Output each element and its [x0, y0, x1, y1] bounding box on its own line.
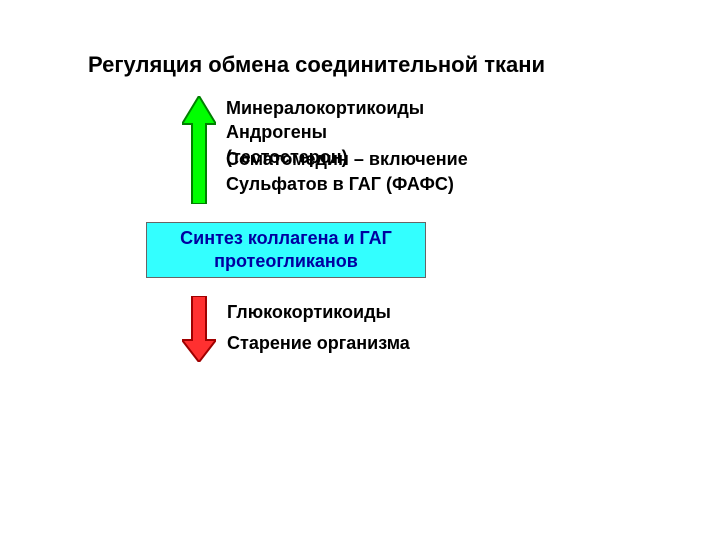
aging-text: Старение организма	[227, 331, 410, 355]
down-arrow-shape	[182, 296, 216, 362]
somatomedin-line: Сульфатов в ГАГ (ФАФС)	[226, 172, 468, 197]
somatomedin-line: Соматомедин – включение	[226, 147, 468, 172]
upregulators-line: Андрогены	[226, 120, 424, 144]
somatomedin-text: Соматомедин – включение Сульфатов в ГАГ …	[226, 147, 468, 197]
upregulators-line: Минералокортикоиды	[226, 96, 424, 120]
glucocorticoids-text: Глюкокортикоиды	[227, 300, 391, 324]
down-arrow-icon	[182, 296, 216, 362]
synthesis-line: протеогликанов	[214, 250, 358, 273]
synthesis-box: Синтез коллагена и ГАГ протеогликанов	[146, 222, 426, 278]
up-arrow-shape	[182, 96, 216, 204]
synthesis-line: Синтез коллагена и ГАГ	[180, 227, 392, 250]
page-title: Регуляция обмена соединительной ткани	[88, 52, 545, 78]
up-arrow-icon	[182, 96, 216, 204]
